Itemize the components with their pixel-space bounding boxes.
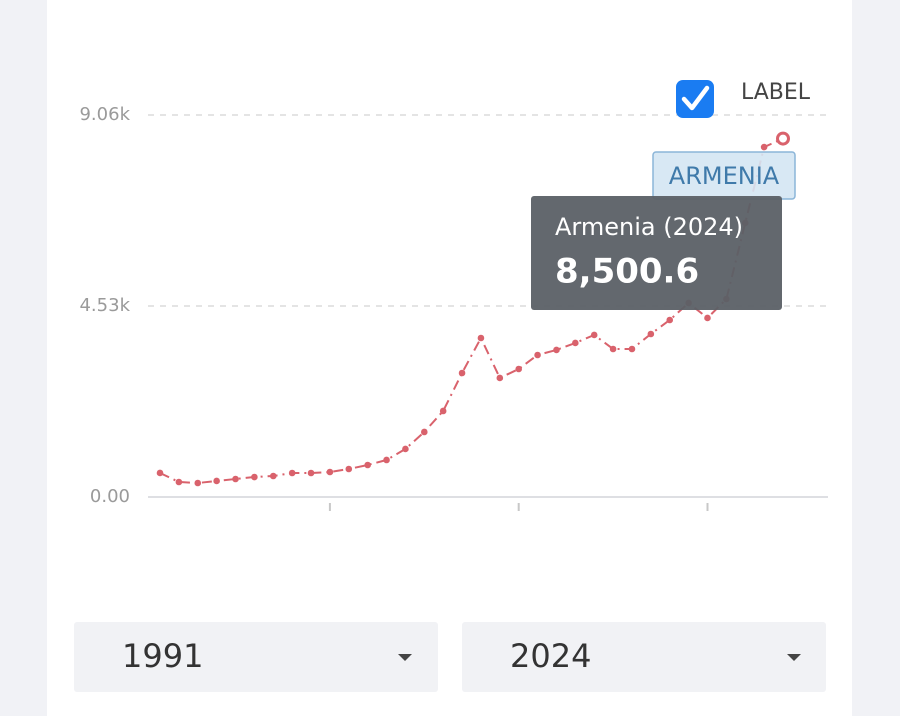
data-point <box>402 445 409 453</box>
dropdown-value: 2024 <box>510 637 591 675</box>
card <box>47 0 852 716</box>
data-point <box>609 345 617 353</box>
data-point <box>232 475 239 483</box>
data-point <box>383 456 390 464</box>
data-point <box>534 351 541 359</box>
data-point <box>213 477 220 485</box>
series-label: ARMENIA <box>669 162 780 190</box>
y-tick-label: 4.53k <box>79 295 130 316</box>
data-point <box>439 407 447 415</box>
data-point <box>345 465 353 473</box>
data-point <box>326 468 334 476</box>
y-tick-label: 9.06k <box>79 104 130 125</box>
label-toggle[interactable]: LABEL <box>676 80 811 118</box>
tooltip-value: 8,500.6 <box>555 252 699 292</box>
data-point <box>477 334 485 342</box>
checkbox[interactable] <box>676 80 714 118</box>
y-tick-label: 0.00 <box>90 486 130 507</box>
data-point <box>515 365 522 373</box>
dropdown-arrow <box>398 654 412 661</box>
tooltip-title: Armenia (2024) <box>555 213 743 241</box>
data-point <box>590 331 598 339</box>
data-point <box>666 316 674 324</box>
end-select[interactable]: 2024 <box>462 622 826 692</box>
data-point <box>307 469 315 477</box>
data-point <box>175 478 183 486</box>
dropdown-arrow <box>787 654 801 661</box>
data-point <box>496 374 504 382</box>
data-point <box>760 143 768 151</box>
check-icon <box>681 85 710 111</box>
data-point <box>421 428 428 436</box>
data-point <box>704 314 711 322</box>
data-point <box>776 131 790 146</box>
dropdown-value: 1991 <box>122 637 203 675</box>
data-point <box>628 345 636 353</box>
tooltip <box>531 196 782 310</box>
data-point <box>288 469 296 477</box>
data-point <box>269 472 277 480</box>
data-point <box>364 461 371 469</box>
series-line <box>159 137 784 485</box>
dropdown[interactable] <box>74 622 438 692</box>
data-point <box>251 473 258 481</box>
start-select[interactable]: 1991 <box>74 622 438 692</box>
chart: 0.00 4.53k 9.06k ARMENIA Armenia (2024) 8,500… <box>79 104 828 511</box>
data-point <box>647 330 655 338</box>
dropdown[interactable] <box>462 622 826 692</box>
data-point <box>194 479 202 487</box>
data-point <box>572 339 579 347</box>
data-point <box>553 346 560 354</box>
data-point <box>156 469 164 477</box>
toggle-label: LABEL <box>741 80 811 105</box>
data-point <box>458 369 466 377</box>
